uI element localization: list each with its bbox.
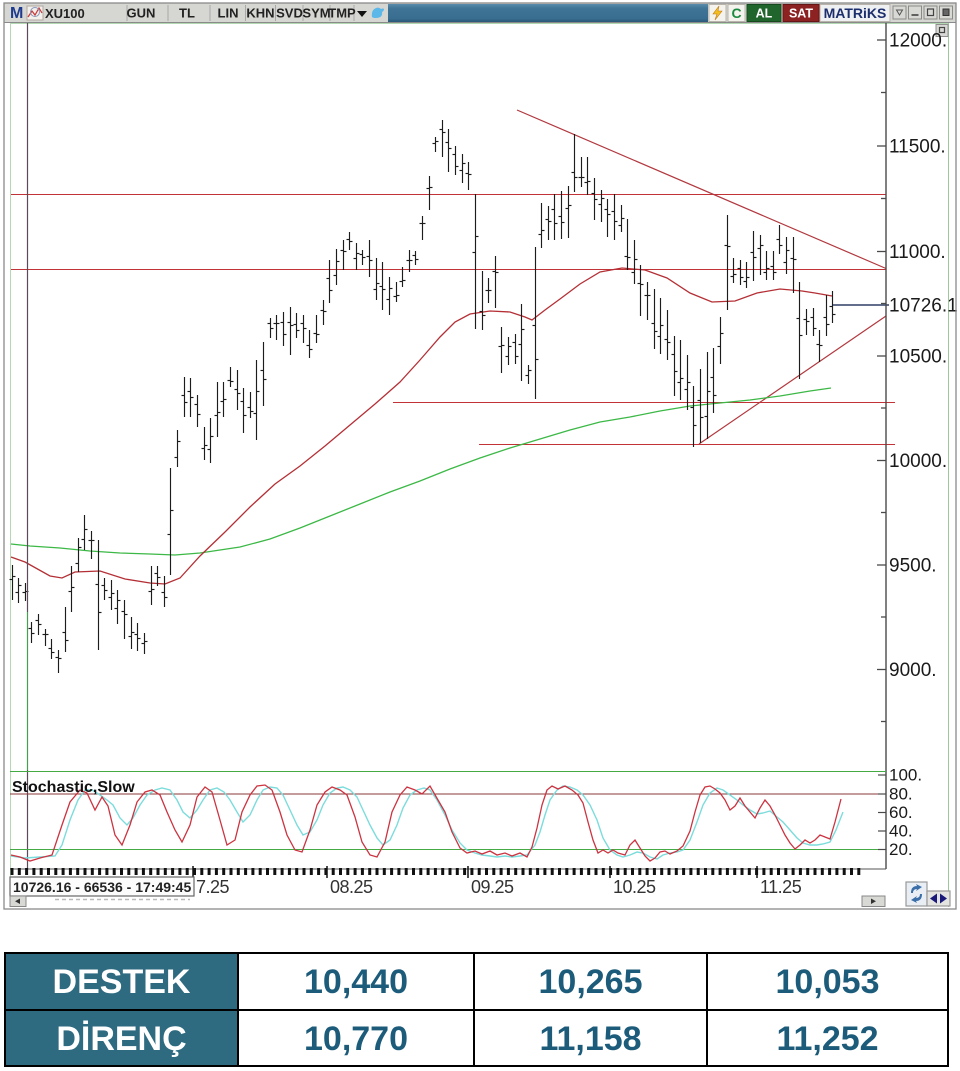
- svg-text:09.25: 09.25: [471, 877, 514, 897]
- svg-text:40.: 40.: [889, 822, 913, 841]
- svg-text:TL: TL: [179, 6, 195, 21]
- svg-text:GUN: GUN: [127, 6, 156, 21]
- svg-text:12000.: 12000.: [889, 31, 947, 52]
- svg-text:10500.: 10500.: [889, 347, 947, 368]
- svg-text:MATRiKS: MATRiKS: [824, 5, 887, 21]
- svg-text:C: C: [731, 5, 741, 21]
- svg-text:LIN: LIN: [218, 6, 239, 21]
- svg-text:KHN: KHN: [246, 6, 274, 21]
- svg-text:10000.: 10000.: [889, 451, 947, 472]
- svg-text:10726.16 - 66536 - 17:49:45: 10726.16 - 66536 - 17:49:45: [13, 879, 191, 895]
- svg-text:11500.: 11500.: [889, 137, 946, 158]
- svg-text:10726.1: 10726.1: [889, 296, 958, 317]
- svg-text:7.25: 7.25: [196, 877, 230, 897]
- svg-text:SVD: SVD: [276, 6, 303, 21]
- svg-text:20.: 20.: [889, 840, 913, 859]
- svg-text:XU100: XU100: [45, 6, 85, 21]
- svg-text:SAT: SAT: [789, 7, 813, 21]
- svg-text:80.: 80.: [889, 785, 913, 804]
- svg-text:08.25: 08.25: [330, 877, 373, 897]
- svg-text:9000.: 9000.: [889, 660, 937, 681]
- svg-text:11.25: 11.25: [760, 877, 802, 897]
- svg-text:10.25: 10.25: [613, 877, 656, 897]
- svg-text:M: M: [10, 5, 23, 22]
- svg-text:Stochastic,Slow: Stochastic,Slow: [12, 779, 135, 796]
- svg-text:AL: AL: [756, 7, 773, 21]
- svg-text:TMP: TMP: [328, 6, 356, 21]
- svg-text:60.: 60.: [889, 803, 913, 822]
- svg-text:9500.: 9500.: [889, 556, 937, 577]
- svg-text:11000.: 11000.: [889, 242, 946, 263]
- svg-text:100.: 100.: [889, 766, 922, 785]
- svg-text:SYM: SYM: [302, 6, 330, 21]
